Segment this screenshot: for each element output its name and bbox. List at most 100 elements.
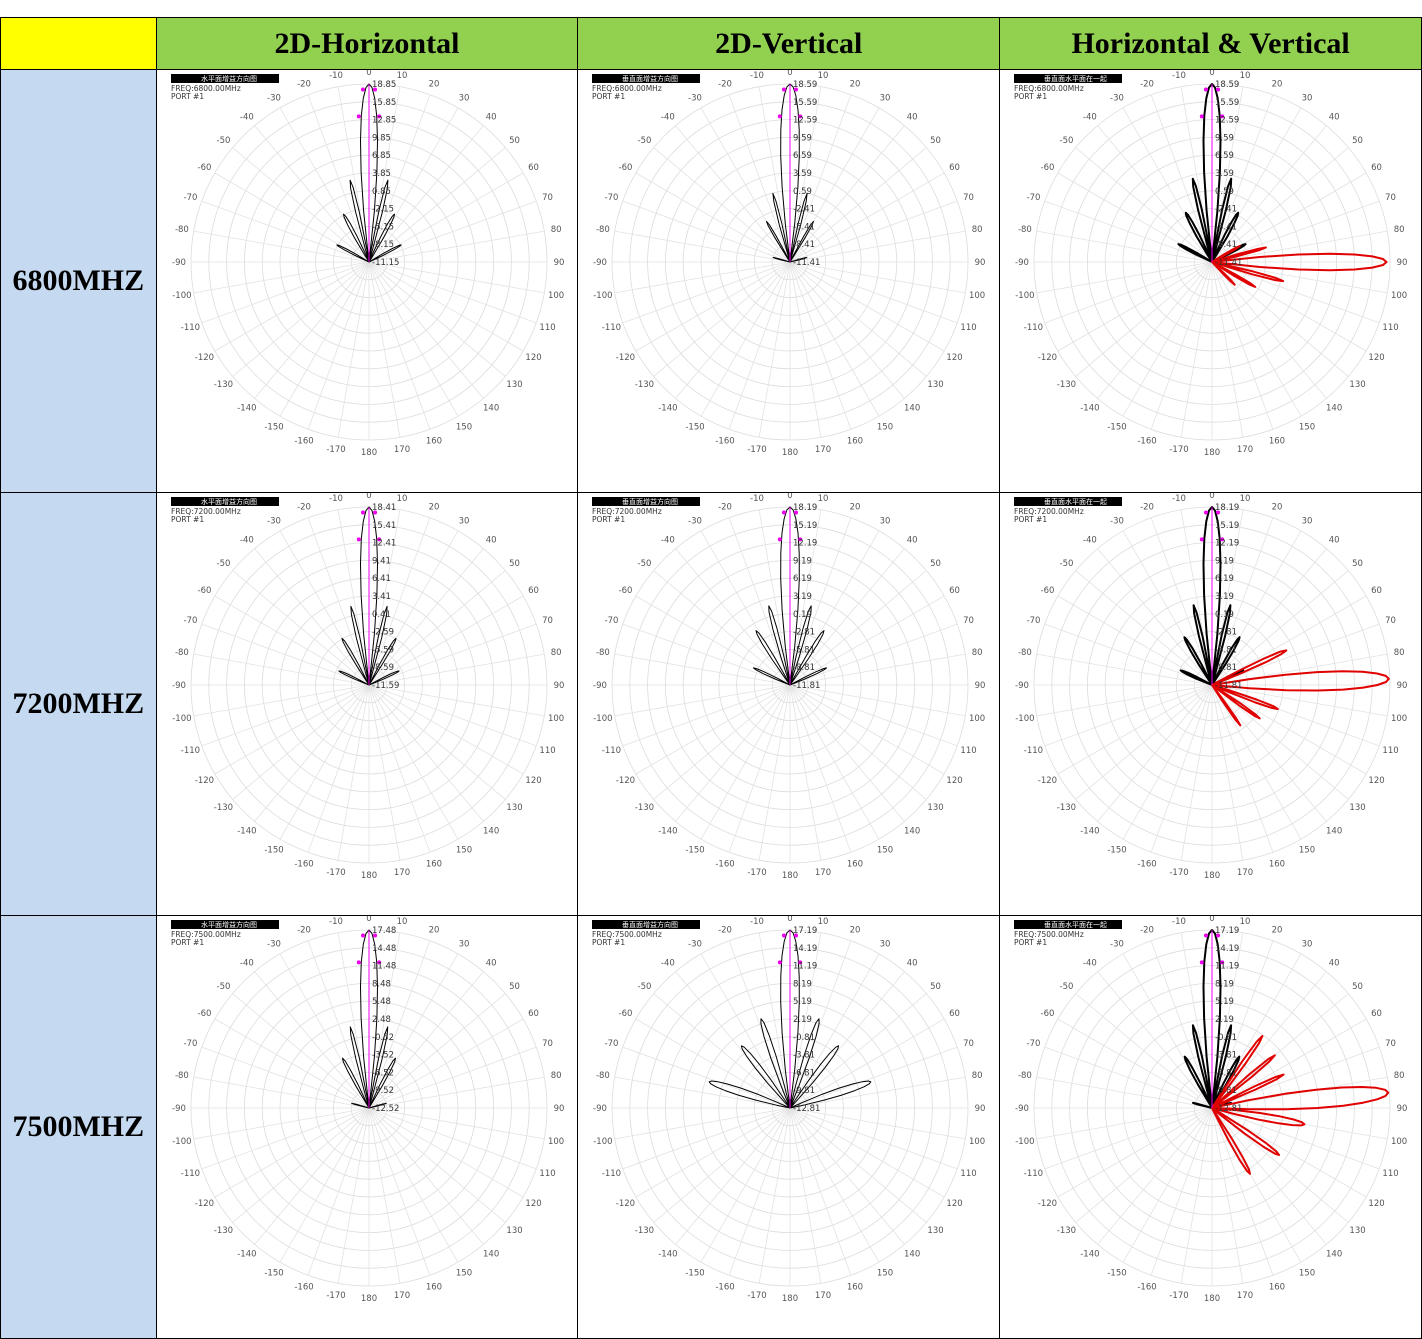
grid-spoke — [636, 595, 791, 686]
radial-gain-label: -8.41 — [793, 240, 815, 250]
grid-spoke — [1097, 261, 1213, 399]
radial-gain-label: 3.59 — [1215, 169, 1234, 179]
angle-tick-label: -40 — [661, 535, 675, 545]
angle-tick-label: -150 — [1108, 423, 1127, 433]
grid-spoke — [368, 684, 506, 800]
marker-dot — [1216, 933, 1221, 938]
polar-plot: 0 10 20 30 40 50 60 70 80 90 100 110 120 130 140 150 160… — [999, 915, 1422, 1339]
radial-gain-label: -11.81 — [1215, 681, 1242, 691]
marker-dot — [376, 537, 381, 542]
angle-tick-label: -140 — [1080, 1250, 1099, 1260]
angle-tick-label: 60 — [1371, 163, 1382, 173]
angle-tick-label: 180 — [782, 448, 798, 458]
grid-spoke — [701, 107, 791, 263]
angle-tick-label: -40 — [1083, 958, 1097, 968]
grid-spoke — [729, 261, 791, 430]
angle-tick-label: -20 — [1140, 79, 1154, 89]
grid-spoke — [214, 261, 369, 352]
angle-tick-label: -20 — [718, 79, 732, 89]
grid-spoke — [368, 684, 430, 853]
radial-gain-label: 17.48 — [372, 926, 396, 936]
angle-tick-label: -90 — [172, 1104, 186, 1114]
grid-spoke — [1075, 261, 1213, 377]
angle-tick-label: 180 — [1204, 448, 1220, 458]
angle-tick-label: -130 — [1057, 1226, 1076, 1236]
angle-tick-label: -10 — [750, 494, 764, 504]
angle-tick-label: 10 — [1240, 71, 1251, 81]
grid-spoke — [368, 147, 506, 263]
angle-tick-label: 70 — [1385, 193, 1396, 203]
grid-spoke — [253, 125, 369, 263]
grid-spoke — [675, 261, 791, 399]
angle-tick-label: -50 — [1060, 559, 1074, 569]
grid-spoke — [675, 971, 791, 1109]
plot-title-box — [1014, 74, 1123, 83]
port-text: PORT #1 — [171, 938, 204, 947]
radial-gain-label: 3.19 — [793, 592, 812, 602]
marker-dot — [1199, 537, 1204, 542]
radial-gain-label: 15.19 — [1215, 521, 1239, 531]
radial-gain-label: -11.81 — [793, 681, 820, 691]
polar-plot: 0 10 20 30 40 50 60 70 80 90 100 110 120 130 140 150 160… — [577, 492, 1001, 916]
grid-spoke — [790, 684, 906, 822]
plot-title: 水平面增益方向图 — [201, 74, 257, 83]
grid-spoke — [1044, 1046, 1213, 1109]
angle-tick-label: -120 — [616, 1199, 635, 1209]
plot-title: 垂直面增益方向图 — [622, 74, 678, 83]
marker-dot — [794, 933, 799, 938]
grid-spoke — [1211, 261, 1349, 377]
grid-spoke — [1075, 684, 1213, 800]
marker-dot — [372, 933, 377, 938]
grid-spoke — [790, 684, 880, 840]
plot-title: 垂直面水平面在一起 — [1044, 497, 1107, 506]
angle-tick-label: -110 — [602, 323, 621, 333]
angle-tick-label: 70 — [1385, 616, 1396, 626]
angle-tick-label: 60 — [949, 586, 960, 596]
angle-tick-label: -80 — [596, 1071, 610, 1081]
radial-gain-label: 0.41 — [372, 610, 391, 620]
grid-spoke — [790, 230, 966, 263]
radial-gain-label: -6.52 — [372, 1068, 394, 1078]
angle-tick-label: -70 — [183, 193, 197, 203]
angle-tick-label: 80 — [972, 225, 983, 235]
radial-gain-label: 18.19 — [793, 503, 817, 513]
grid-spoke — [253, 971, 369, 1109]
grid-spoke — [368, 261, 458, 417]
angle-tick-label: -60 — [619, 586, 633, 596]
grid-spoke — [307, 684, 369, 853]
angle-tick-label: -60 — [197, 1009, 211, 1019]
angle-tick-label: 10 — [396, 917, 407, 927]
angle-tick-label: -170 — [1170, 1291, 1189, 1301]
grid-spoke — [790, 1046, 958, 1109]
angle-tick-label: -90 — [1015, 258, 1029, 268]
angle-tick-label: 30 — [1302, 93, 1313, 103]
angle-tick-label: -130 — [635, 803, 654, 813]
angle-tick-label: -110 — [602, 1169, 621, 1179]
angle-tick-label: -70 — [605, 616, 619, 626]
grid-spoke — [790, 261, 958, 324]
grid-spoke — [279, 530, 369, 686]
angle-tick-label: -10 — [329, 917, 343, 927]
grid-spoke — [790, 200, 958, 263]
plot-title-box — [170, 497, 279, 506]
angle-tick-label: 30 — [458, 516, 469, 526]
grid-spoke — [729, 1107, 791, 1276]
radial-gain-label: 0.59 — [793, 187, 812, 197]
radial-gain-label: -3.52 — [372, 1051, 394, 1061]
grid-spoke — [675, 125, 791, 263]
angle-tick-label: -60 — [619, 163, 633, 173]
radial-gain-label: 17.19 — [793, 926, 817, 936]
angle-tick-label: -80 — [175, 1071, 189, 1081]
radial-gain-label: 17.19 — [1215, 926, 1239, 936]
angle-tick-label: 120 — [525, 353, 541, 363]
marker-dot — [360, 510, 365, 515]
angle-tick-label: 0 — [1209, 916, 1214, 924]
radial-gain-label: 12.41 — [372, 539, 396, 549]
marker-dot — [1204, 87, 1209, 92]
angle-tick-label: -160 — [294, 1283, 313, 1293]
grid-spoke — [368, 1076, 544, 1109]
angle-tick-label: -160 — [1138, 1283, 1157, 1293]
angle-tick-label: -150 — [686, 423, 705, 433]
angle-tick-label: -60 — [197, 586, 211, 596]
radial-gain-label: 18.85 — [372, 80, 396, 90]
